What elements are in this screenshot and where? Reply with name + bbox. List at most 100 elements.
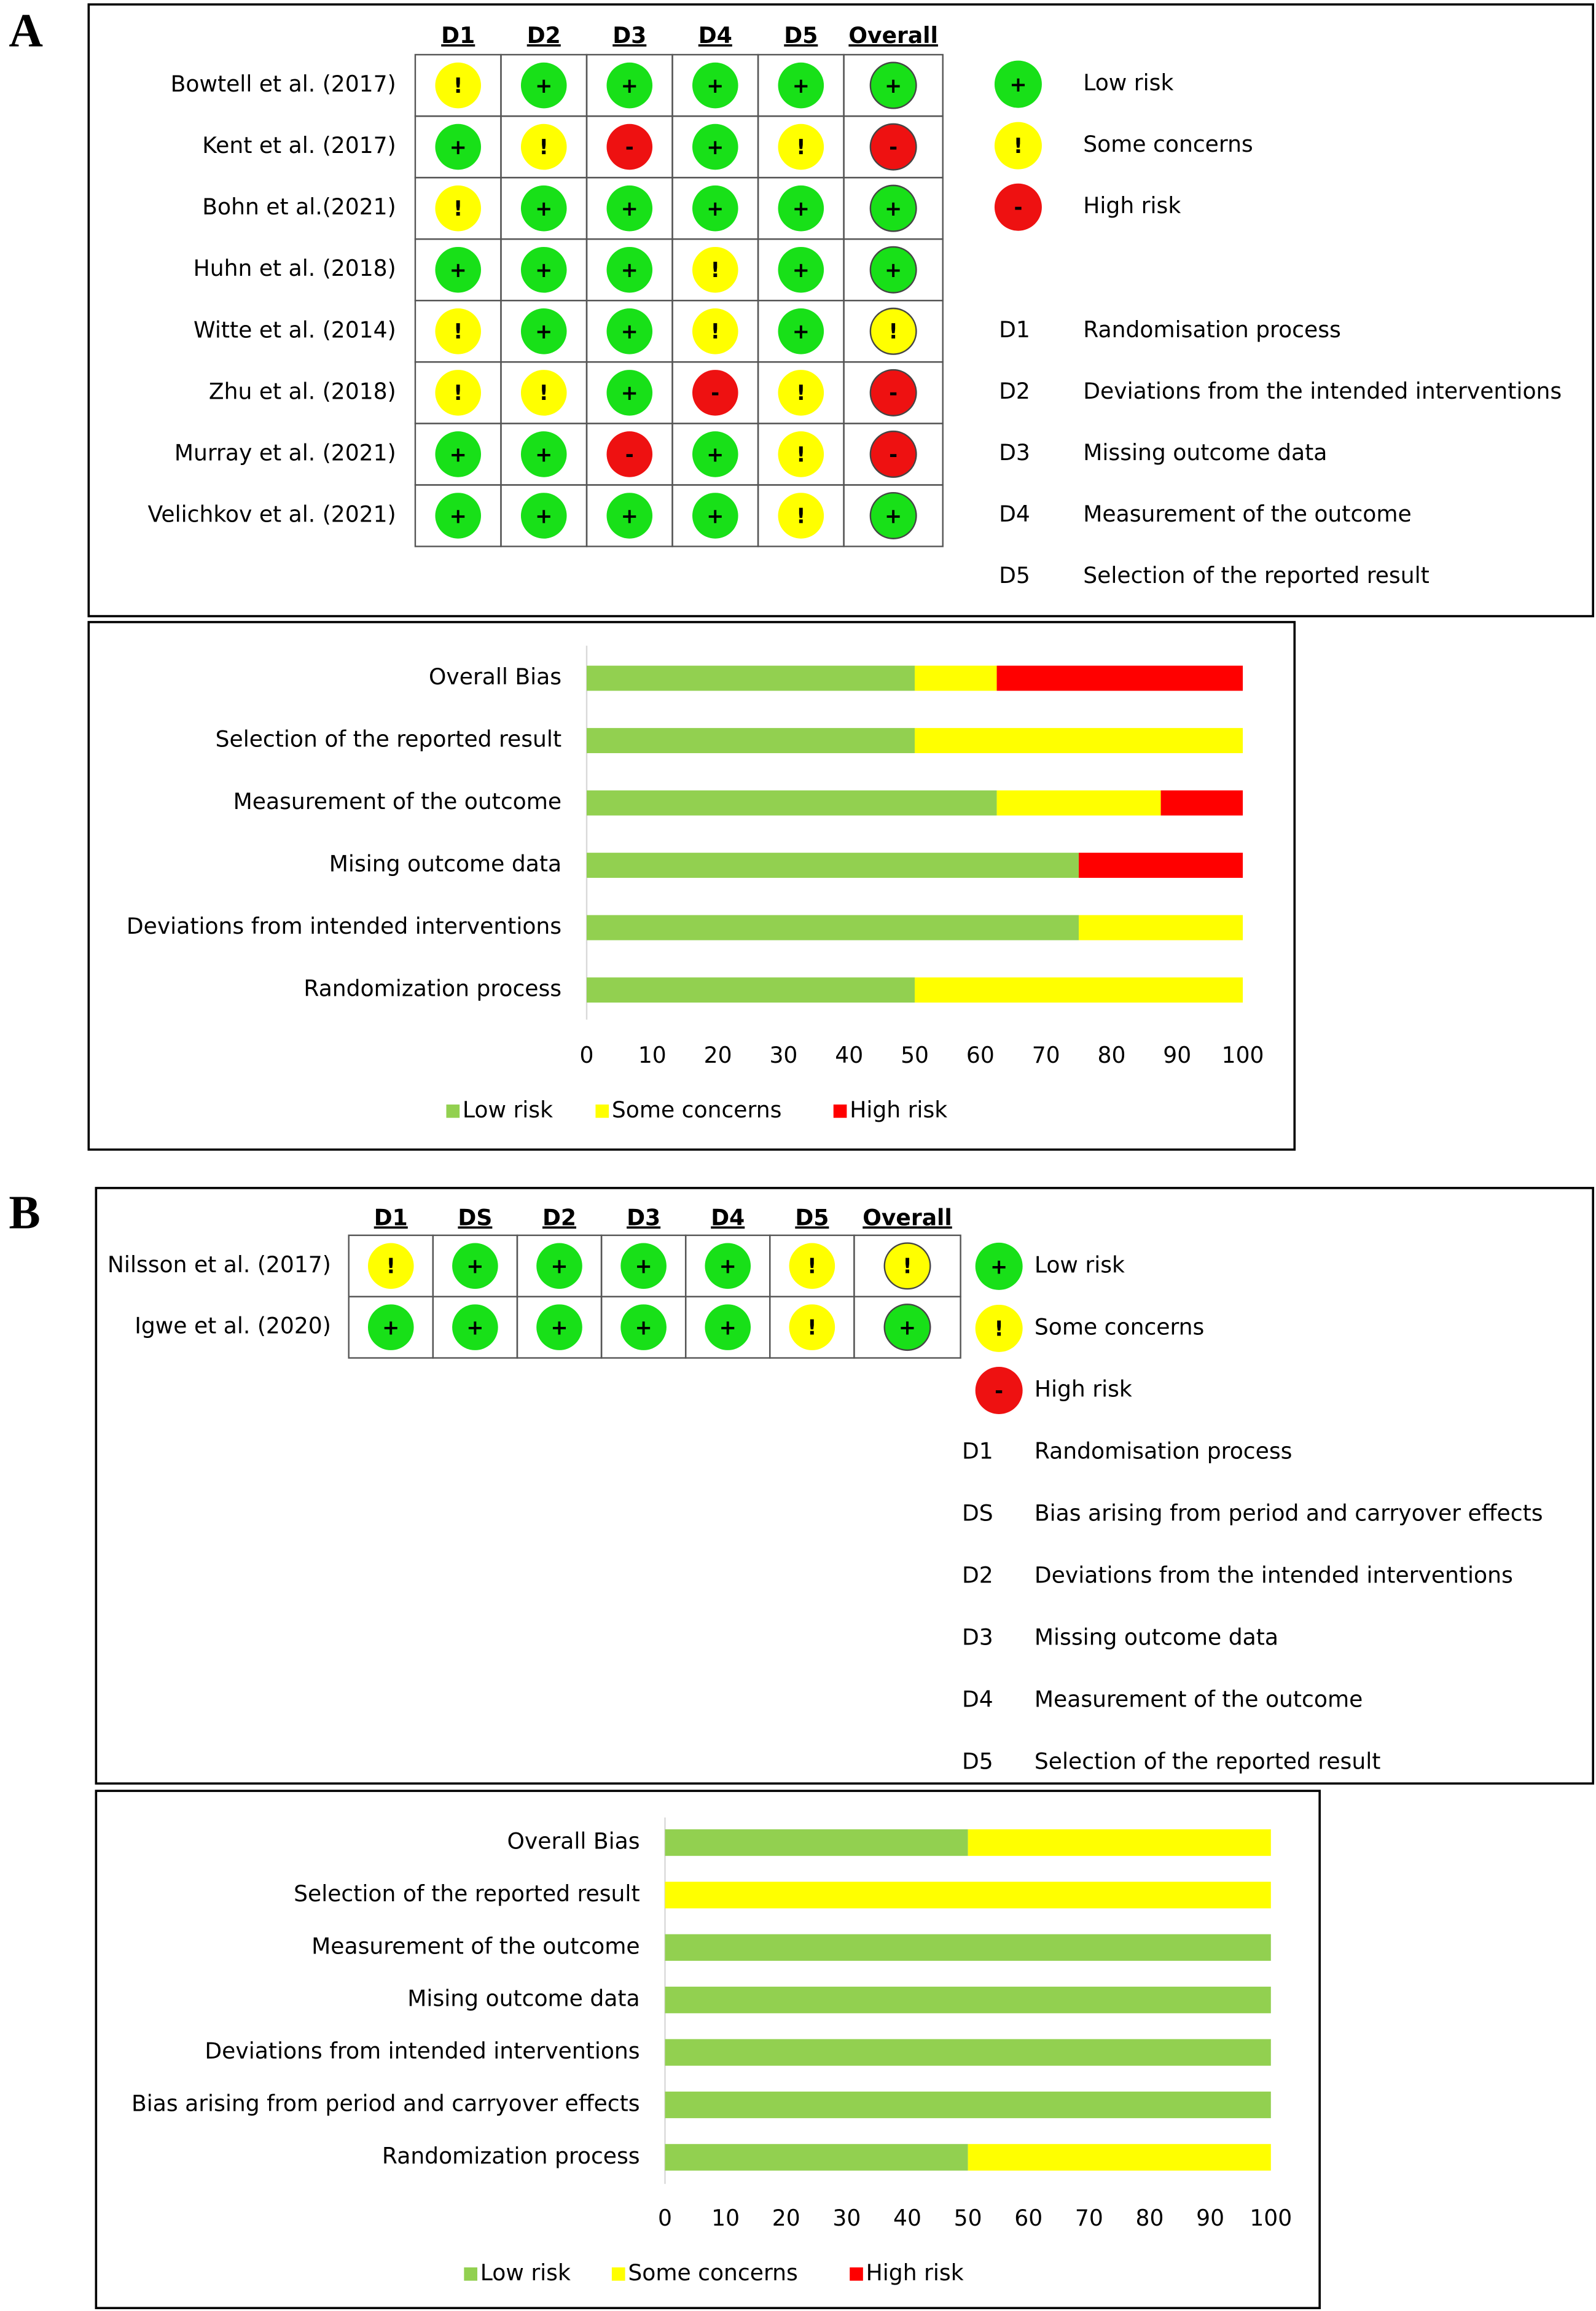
judgement-circle — [435, 308, 482, 354]
x-tick-label: 60 — [1014, 2205, 1042, 2231]
legend-label: Some concerns — [612, 1097, 781, 1123]
x-tick-label: 60 — [966, 1042, 995, 1068]
judgement-circle — [435, 185, 482, 232]
judgement-circle — [606, 431, 653, 477]
domain-code: D2 — [962, 1563, 993, 1589]
domain-code: D4 — [962, 1687, 993, 1713]
domain-code: D3 — [962, 1625, 993, 1651]
judgement-circle — [452, 1243, 498, 1289]
judgement-circle — [692, 123, 738, 170]
x-tick-label: 20 — [704, 1042, 732, 1068]
judgement-circle — [789, 1304, 835, 1350]
bar-segment — [587, 790, 997, 816]
judgement-circle — [778, 370, 824, 416]
column-header: D2 — [527, 23, 561, 49]
judgement-symbol: ! — [807, 1254, 816, 1278]
judgement-symbol: + — [706, 74, 724, 98]
column-header: Overall — [863, 1205, 952, 1230]
column-header: Overall — [848, 23, 938, 49]
judgement-circle — [367, 1304, 414, 1350]
study-name: Igwe et al. (2020) — [135, 1313, 331, 1339]
category-label: Overall Bias — [429, 664, 561, 690]
judgement-symbol: + — [535, 504, 552, 528]
judgement-circle — [520, 246, 567, 293]
study-name: Nilsson et al. (2017) — [108, 1252, 331, 1278]
judgement-circle — [520, 308, 567, 354]
legend-symbol: + — [990, 1254, 1007, 1278]
legend-circle — [994, 60, 1042, 108]
judgement-symbol: + — [706, 197, 724, 221]
judgement-circle — [435, 370, 482, 416]
judgement-symbol: ! — [386, 1254, 396, 1278]
judgement-circle — [620, 1243, 667, 1289]
judgement-symbol: + — [450, 135, 467, 159]
domain-code: D1 — [962, 1438, 993, 1464]
judgement-symbol: + — [550, 1316, 568, 1340]
x-tick-label: 0 — [580, 1042, 594, 1068]
judgement-circle — [367, 1243, 414, 1289]
judgement-circle — [692, 185, 738, 232]
column-header: D1 — [441, 23, 475, 49]
judgement-symbol: - — [625, 442, 634, 466]
judgement-circle — [778, 246, 824, 293]
judgement-symbol: + — [450, 258, 467, 282]
domain-name: Randomisation process — [1083, 317, 1341, 343]
judgement-circle — [435, 123, 482, 170]
judgement-circle — [789, 1243, 835, 1289]
judgement-circle — [883, 1242, 931, 1290]
judgement-symbol: - — [625, 135, 634, 159]
column-header: D2 — [542, 1205, 576, 1230]
legend-symbol: + — [1009, 72, 1027, 96]
judgement-symbol: + — [635, 1254, 652, 1278]
x-tick-label: 30 — [832, 2205, 861, 2231]
judgement-symbol: + — [621, 504, 638, 528]
study-name: Velichkov et al. (2021) — [148, 501, 396, 527]
judgement-symbol: - — [889, 442, 898, 466]
judgement-circle — [606, 246, 653, 293]
judgement-circle — [705, 1304, 751, 1350]
judgement-symbol: + — [466, 1316, 483, 1340]
cell — [843, 484, 944, 547]
x-tick-label: 50 — [901, 1042, 929, 1068]
column-header: D4 — [698, 23, 732, 49]
x-tick-label: 10 — [711, 2205, 740, 2231]
legend-label: Some concerns — [1083, 131, 1253, 157]
category-label: Selection of the reported result — [294, 1881, 640, 1907]
judgement-circle — [869, 123, 917, 171]
x-tick-label: 40 — [835, 1042, 863, 1068]
category-label: Selection of the reported result — [216, 727, 562, 753]
x-tick-label: 40 — [893, 2205, 921, 2231]
judgement-symbol: ! — [453, 381, 463, 405]
bar-segment — [587, 915, 1079, 940]
judgement-circle — [435, 493, 482, 539]
judgement-circle — [869, 491, 917, 539]
judgement-circle — [520, 185, 567, 232]
judgement-circle — [520, 370, 567, 416]
judgement-symbol: - — [711, 381, 719, 405]
legend-swatch — [850, 2267, 863, 2281]
bar-segment — [1160, 790, 1243, 816]
bar-segment — [1079, 853, 1243, 878]
category-label: Mising outcome data — [407, 1986, 640, 2012]
x-tick-label: 90 — [1196, 2205, 1224, 2231]
legend-label: High risk — [1035, 1376, 1132, 1402]
judgement-circle — [778, 62, 824, 109]
judgement-symbol: + — [550, 1254, 568, 1278]
judgement-symbol: + — [535, 197, 552, 221]
judgement-symbol: + — [450, 442, 467, 466]
bar-segment — [968, 1829, 1271, 1856]
judgement-circle — [606, 123, 653, 170]
legend-symbol: - — [995, 1378, 1003, 1402]
judgement-circle — [520, 431, 567, 477]
bar-segment — [665, 1934, 1271, 1961]
judgement-symbol: + — [792, 197, 810, 221]
x-tick-label: 70 — [1075, 2205, 1103, 2231]
domain-name: Deviations from the intended interventio… — [1035, 1563, 1513, 1589]
legend-symbol: ! — [1014, 134, 1023, 158]
column-header: D5 — [795, 1205, 829, 1230]
judgement-symbol: + — [792, 319, 810, 343]
category-label: Deviations from intended interventions — [205, 2038, 640, 2064]
judgement-circle — [606, 370, 653, 416]
column-header: D1 — [374, 1205, 408, 1230]
judgement-circle — [778, 185, 824, 232]
